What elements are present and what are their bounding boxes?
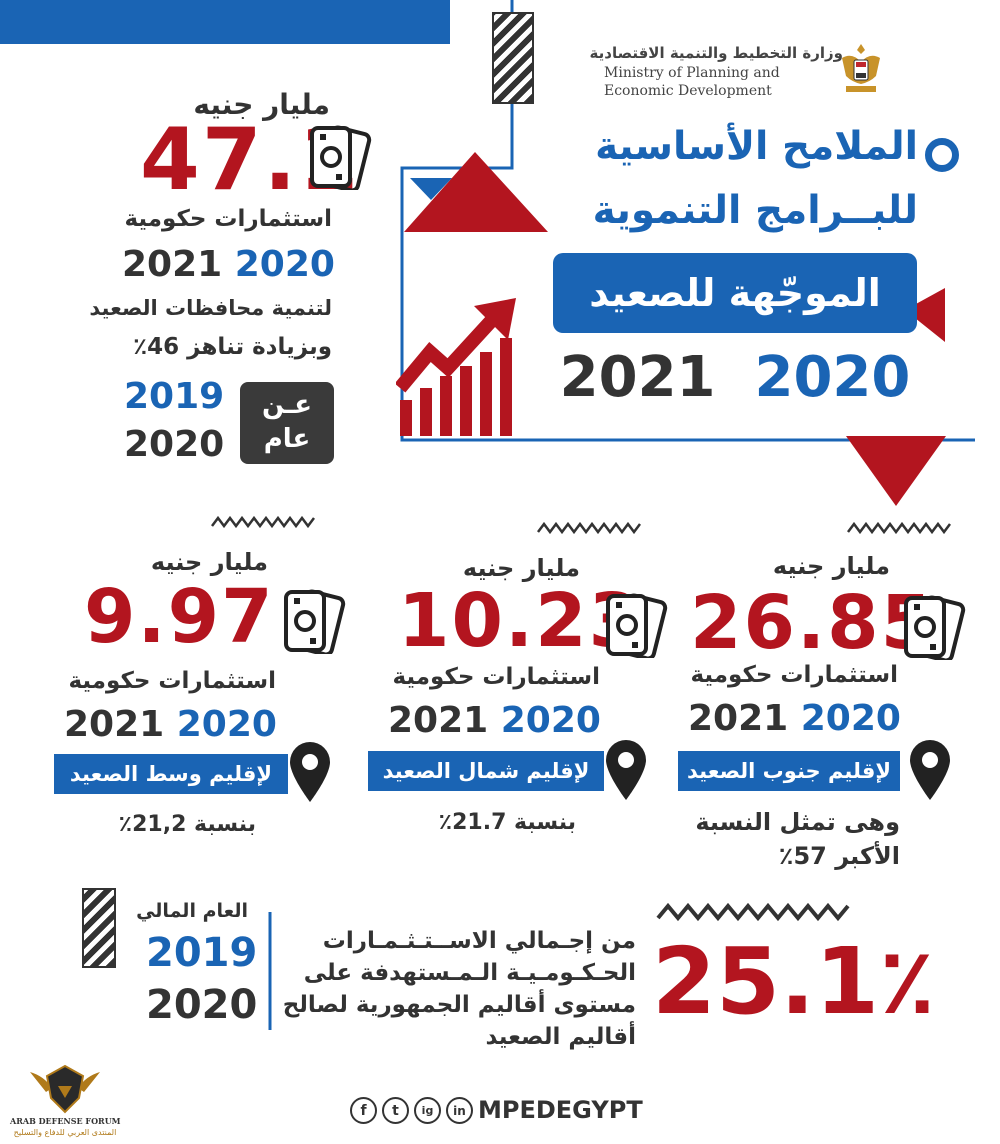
facebook-icon[interactable]: f	[350, 1097, 377, 1124]
location-pin-icon	[910, 740, 950, 800]
base-year-badge: عـن عام	[240, 382, 334, 464]
money-icon	[284, 589, 346, 654]
twitter-icon[interactable]: t	[382, 1097, 409, 1124]
location-pin-icon	[606, 740, 646, 800]
total-label: استثمارات حكومية	[124, 206, 332, 232]
north-share: بنسبة 21.7٪	[438, 810, 576, 835]
badge-line-2: عام	[263, 424, 311, 454]
middle-unit: مليار جنيه	[150, 548, 268, 576]
badge-line-1: عـن	[261, 390, 313, 420]
middle-share: بنسبة 21,2٪	[118, 812, 256, 837]
base-year-a: 2019	[124, 376, 225, 417]
north-unit: مليار جنيه	[462, 554, 580, 582]
ministry-name-ar: وزارة التخطيط والتنمية الاقتصادية	[589, 44, 843, 62]
fiscal-year-a: 2019	[146, 930, 258, 976]
middle-region-name: لإقليم وسط الصعيد	[54, 754, 288, 794]
social-handle[interactable]: MPEDEGYPT	[478, 1096, 643, 1124]
forum-logo-subtitle: المنتدى العربي للدفاع والتسليح	[13, 1128, 117, 1137]
south-unit: مليار جنيه	[772, 552, 890, 580]
total-purpose: لتنمية محافظات الصعيد	[89, 296, 332, 320]
summary-line-3: مستوى أقاليم الجمهورية لصالح	[282, 992, 636, 1018]
middle-value: 9.97	[84, 574, 275, 660]
total-increase: وبزيادة تناهز 46٪	[133, 334, 332, 360]
hatch-decor-top	[492, 12, 534, 104]
south-note-line-1: وهى تمثل النسبة	[695, 808, 900, 836]
eagle-emblem-icon	[842, 44, 880, 92]
fiscal-year-label: العام المالي	[136, 900, 248, 922]
location-pin-icon	[290, 742, 330, 802]
north-value: 10.23	[398, 578, 643, 664]
forum-logo-name: ARAB DEFENSE FORUM	[10, 1116, 121, 1126]
instagram-icon[interactable]: ig	[414, 1097, 441, 1124]
title-highlight: الموجّهة للصعيد	[553, 253, 917, 333]
summary-line-2: الحـكـومـيـة الـمـستهدفة على	[303, 960, 636, 986]
wave-icon	[847, 521, 951, 535]
south-region-name: لإقليم جنوب الصعيد	[678, 751, 900, 791]
forum-logo-icon	[30, 1064, 100, 1114]
fiscal-year-b: 2020	[146, 982, 258, 1028]
linkedin-icon[interactable]: in	[446, 1097, 473, 1124]
wave-icon	[537, 521, 641, 535]
total-years: 2021 2020	[122, 244, 335, 285]
hatch-decor-bottom	[82, 888, 116, 968]
money-icon	[904, 595, 966, 660]
middle-years: 2021 2020	[64, 704, 277, 745]
top-bar	[0, 0, 450, 44]
south-label: استثمارات حكومية	[690, 662, 898, 688]
title-line-2: للبــرامج التنموية	[592, 188, 918, 233]
summary-percent: 25.1٪	[652, 928, 936, 1035]
south-value: 26.85	[690, 580, 935, 666]
growth-chart-icon	[396, 298, 516, 436]
summary-line-4: أقاليم الصعيد	[485, 1024, 637, 1050]
north-label: استثمارات حكومية	[392, 664, 600, 690]
south-years: 2021 2020	[688, 698, 901, 739]
title-line-1: الملامح الأساسية	[595, 124, 918, 169]
money-icon	[606, 593, 668, 658]
north-region-name: لإقليم شمال الصعيد	[368, 751, 604, 791]
wave-icon	[656, 902, 850, 922]
summary-line-1: من إجـمالي الاســتـثـمـارات	[322, 928, 636, 954]
south-note-line-2: الأكبر 57٪	[778, 842, 900, 870]
money-icon	[310, 125, 372, 190]
title-bullet-icon	[925, 138, 959, 172]
north-years: 2021 2020	[388, 700, 601, 741]
ministry-name-en: Ministry of Planning and Economic Develo…	[604, 65, 780, 99]
middle-label: استثمارات حكومية	[68, 668, 276, 694]
base-year-b: 2020	[124, 424, 225, 465]
wave-icon	[211, 515, 315, 529]
total-unit: مليار جنيه	[193, 88, 330, 121]
title-years: 2021 2020	[559, 345, 911, 410]
